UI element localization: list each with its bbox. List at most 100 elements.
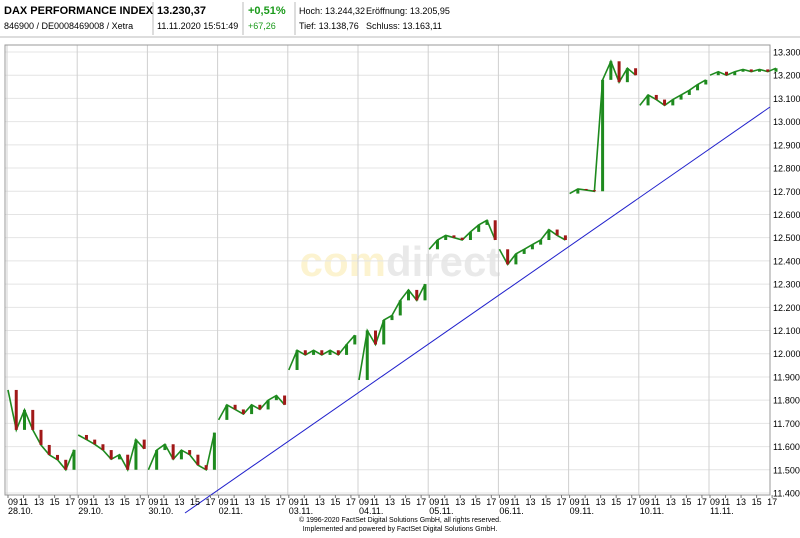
candle: [345, 344, 349, 355]
candle: [634, 68, 638, 76]
x-tick-label: 15: [50, 497, 60, 507]
y-tick-label: 11.900: [773, 372, 800, 382]
watermark: comdirect: [300, 238, 501, 285]
candle: [646, 94, 650, 106]
candle: [171, 444, 175, 460]
candle: [407, 289, 410, 301]
index-ids: 846900 / DE0008469008 / Xetra: [4, 21, 133, 31]
candle: [671, 99, 675, 106]
candle: [266, 400, 270, 410]
candle: [312, 350, 316, 355]
candle: [592, 190, 596, 192]
candle: [117, 454, 121, 460]
x-tick-label: 11: [370, 497, 379, 507]
x-tick-label: 15: [752, 497, 762, 507]
x-tick-label: 11: [580, 497, 589, 507]
candle: [547, 229, 551, 241]
candle: [163, 444, 167, 451]
candle: [758, 69, 761, 72]
y-tick-label: 11.500: [773, 465, 800, 475]
x-tick-label: 17: [627, 497, 637, 507]
candle: [774, 68, 778, 72]
candle: [444, 235, 448, 241]
x-tick-label: 15: [330, 497, 340, 507]
candle: [336, 350, 340, 355]
price-line: [498, 228, 566, 266]
y-tick-label: 12.100: [773, 326, 800, 336]
x-tick-label: 17: [767, 497, 777, 507]
y-tick-label: 11.800: [773, 396, 800, 406]
candle: [283, 395, 287, 405]
candle: [225, 404, 229, 420]
candle: [274, 395, 278, 401]
candle: [435, 240, 439, 250]
y-tick-label: 12.900: [773, 140, 800, 150]
candle: [64, 459, 68, 470]
x-tick-label: 11: [510, 497, 519, 507]
x-tick-label: 09: [499, 497, 509, 507]
candle: [415, 289, 419, 301]
x-tick-label: 15: [190, 497, 200, 507]
candle: [93, 439, 97, 445]
x-tick-label: 11: [651, 497, 660, 507]
candle: [563, 235, 567, 241]
candle: [704, 79, 708, 85]
timestamp: 11.11.2020 15:51:49: [157, 21, 238, 31]
candle: [303, 350, 307, 355]
candle: [258, 404, 262, 410]
low: Tief: 13.138,76: [299, 21, 359, 31]
candle: [663, 99, 667, 106]
x-tick-label: 17: [135, 497, 145, 507]
x-tick-label: 13: [245, 497, 255, 507]
candle: [584, 188, 588, 191]
open: Eröffnung: 13.205,95: [366, 6, 450, 16]
candle: [514, 253, 518, 265]
plot-frame: [4, 44, 771, 496]
close: Schluss: 13.163,11: [366, 21, 442, 31]
x-tick-label: 09: [640, 497, 650, 507]
candle: [423, 284, 427, 301]
x-tick-label: 11: [229, 497, 238, 507]
candle: [241, 409, 245, 415]
x-tick-label: 17: [557, 497, 567, 507]
x-tick-label: 13: [666, 497, 676, 507]
date-label: 02.11.: [219, 506, 243, 516]
candle: [72, 449, 76, 470]
candle: [696, 84, 700, 91]
candle: [687, 90, 691, 95]
x-tick-label: 13: [34, 497, 44, 507]
price-line: [7, 389, 75, 472]
x-tick-label: 17: [416, 497, 426, 507]
x-tick-label: 15: [120, 497, 130, 507]
date-label: 06.11.: [499, 506, 523, 516]
candle: [212, 432, 216, 470]
x-tick-label: 15: [471, 497, 481, 507]
x-tick-label: 13: [455, 497, 465, 507]
x-tick-label: 09: [78, 497, 88, 507]
x-tick-label: 13: [174, 497, 184, 507]
candle: [452, 235, 456, 238]
candle: [233, 404, 237, 410]
candle: [766, 69, 770, 72]
candle: [506, 249, 510, 265]
date-label: 29.10.: [78, 506, 103, 516]
x-tick-label: 13: [525, 497, 535, 507]
candle: [109, 450, 113, 460]
y-tick-label: 12.000: [773, 349, 800, 359]
candle: [56, 454, 59, 460]
date-label: 30.10.: [148, 506, 173, 516]
y-tick-label: 11.600: [773, 442, 800, 452]
candle: [654, 94, 658, 100]
watermark-part: direct: [386, 238, 500, 285]
candle: [374, 330, 377, 345]
date-label: 11.11.: [710, 506, 734, 516]
x-tick-label: 11: [89, 497, 98, 507]
y-tick-label: 13.100: [773, 94, 800, 104]
x-tick-label: 17: [346, 497, 356, 507]
x-tick-label: 15: [681, 497, 691, 507]
candle: [204, 465, 208, 470]
change-pct: +0,51%: [248, 5, 286, 17]
candle: [679, 94, 683, 100]
x-tick-label: 09: [148, 497, 158, 507]
candle: [460, 237, 464, 241]
